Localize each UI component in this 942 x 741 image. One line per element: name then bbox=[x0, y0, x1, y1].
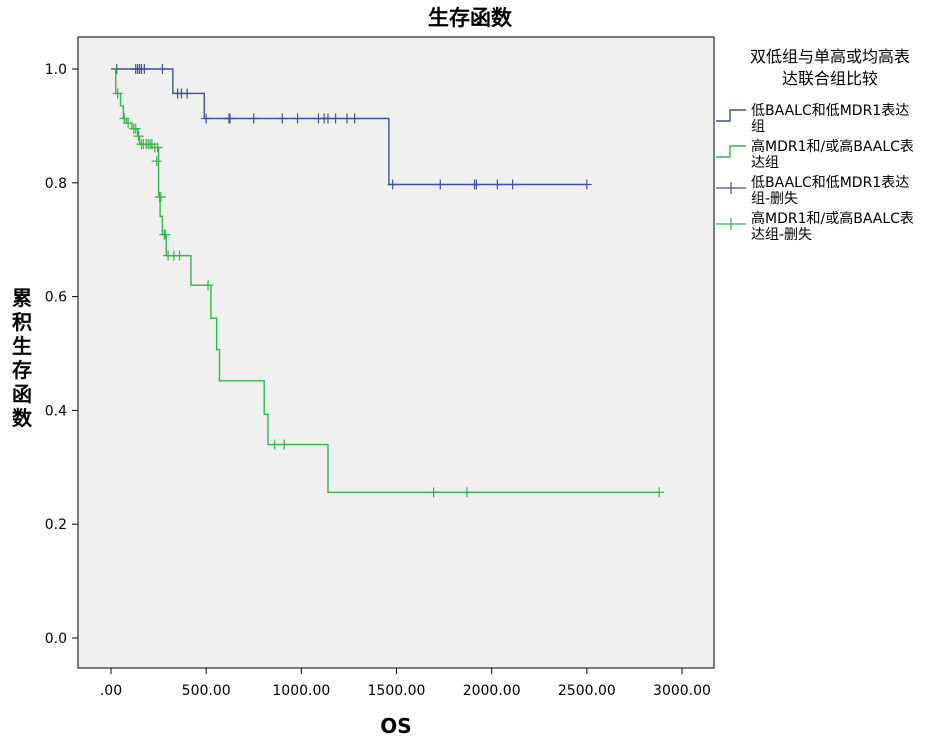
x-tick-label: 3000.00 bbox=[653, 683, 711, 699]
y-axis: 0.0 0.2 0.4 0.6 0.8 1.0 bbox=[45, 62, 78, 647]
censor-mark bbox=[151, 156, 162, 167]
censor-mark bbox=[292, 113, 303, 124]
censor-mark bbox=[461, 487, 472, 498]
censor-mark bbox=[269, 439, 280, 450]
legend-label: 组 bbox=[751, 119, 765, 135]
legend-title: 双低组与单高或均高表 bbox=[750, 47, 910, 66]
censor-mark bbox=[428, 487, 439, 498]
x-axis: .00 500.00 1000.00 1500.00 2000.00 2500.00 300… bbox=[100, 668, 711, 699]
y-axis-label-char: 累 bbox=[12, 286, 32, 310]
legend-label: 低BAALC和低MDR1表达 bbox=[751, 103, 909, 119]
y-axis-label-char: 存 bbox=[12, 358, 32, 382]
censor-mark bbox=[152, 142, 163, 153]
censor-mark bbox=[160, 229, 171, 240]
series-1 bbox=[111, 64, 592, 190]
y-tick-label: 0.8 bbox=[45, 176, 67, 192]
censor-mark bbox=[155, 192, 166, 203]
legend: 双低组与单高或均高表达联合组比较低BAALC和低MDR1表达组高MDR1和/或高… bbox=[716, 47, 914, 243]
censor-mark bbox=[224, 113, 235, 124]
x-tick-label: 2000.00 bbox=[463, 683, 521, 699]
censor-mark bbox=[112, 88, 123, 99]
censor-mark bbox=[387, 179, 398, 190]
legend-swatch-step bbox=[716, 145, 746, 158]
censor-mark bbox=[201, 113, 212, 124]
y-axis-label-char: 数 bbox=[12, 406, 33, 430]
legend-label: 达组 bbox=[751, 155, 779, 171]
legend-label: 组-删失 bbox=[751, 191, 798, 207]
x-tick-label: 1000.00 bbox=[272, 683, 330, 699]
legend-label: 高MDR1和/或高BAALC表 bbox=[751, 138, 914, 155]
x-tick-label: 500.00 bbox=[182, 683, 231, 699]
x-tick-label: 2500.00 bbox=[558, 683, 616, 699]
x-tick-label: 1500.00 bbox=[368, 683, 426, 699]
y-tick-label: 1.0 bbox=[45, 62, 67, 78]
y-axis-label-char: 函 bbox=[12, 382, 32, 406]
y-tick-label: 0.4 bbox=[45, 403, 67, 419]
censor-mark bbox=[435, 179, 446, 190]
censor-mark bbox=[133, 131, 144, 142]
legend-swatch-step bbox=[716, 109, 746, 122]
censor-mark bbox=[507, 179, 518, 190]
legend-title: 达联合组比较 bbox=[782, 69, 878, 88]
survival-curve bbox=[111, 68, 587, 186]
censor-mark bbox=[349, 113, 360, 124]
censor-mark bbox=[130, 123, 141, 134]
legend-label: 达组-删失 bbox=[751, 227, 812, 243]
censor-mark bbox=[139, 64, 150, 74]
censor-mark bbox=[123, 118, 134, 129]
y-tick-label: 0.6 bbox=[45, 290, 67, 306]
chart-title: 生存函数 bbox=[428, 6, 513, 30]
legend-label: 低BAALC和低MDR1表达 bbox=[751, 175, 909, 191]
censor-mark bbox=[203, 280, 214, 291]
censor-mark bbox=[182, 88, 193, 99]
censor-mark bbox=[277, 113, 288, 124]
y-axis-label-char: 积 bbox=[12, 310, 32, 334]
censor-mark bbox=[492, 179, 503, 190]
x-tick-label: .00 bbox=[100, 683, 122, 699]
legend-label: 高MDR1和/或高BAALC表 bbox=[751, 210, 914, 227]
y-axis-label-char: 生 bbox=[12, 334, 32, 358]
y-tick-label: 0.0 bbox=[45, 631, 67, 647]
y-tick-label: 0.2 bbox=[45, 517, 67, 533]
censor-mark bbox=[174, 250, 185, 261]
plot-background bbox=[77, 36, 715, 669]
series-2 bbox=[111, 68, 665, 498]
censor-mark bbox=[248, 113, 259, 124]
censor-mark bbox=[279, 439, 290, 450]
series-layer bbox=[111, 64, 665, 498]
censor-mark bbox=[581, 179, 592, 190]
censor-mark bbox=[471, 179, 482, 190]
x-axis-label: OS bbox=[380, 714, 411, 738]
censor-mark bbox=[157, 64, 168, 74]
censor-mark bbox=[330, 113, 341, 124]
censor-mark bbox=[654, 487, 665, 498]
